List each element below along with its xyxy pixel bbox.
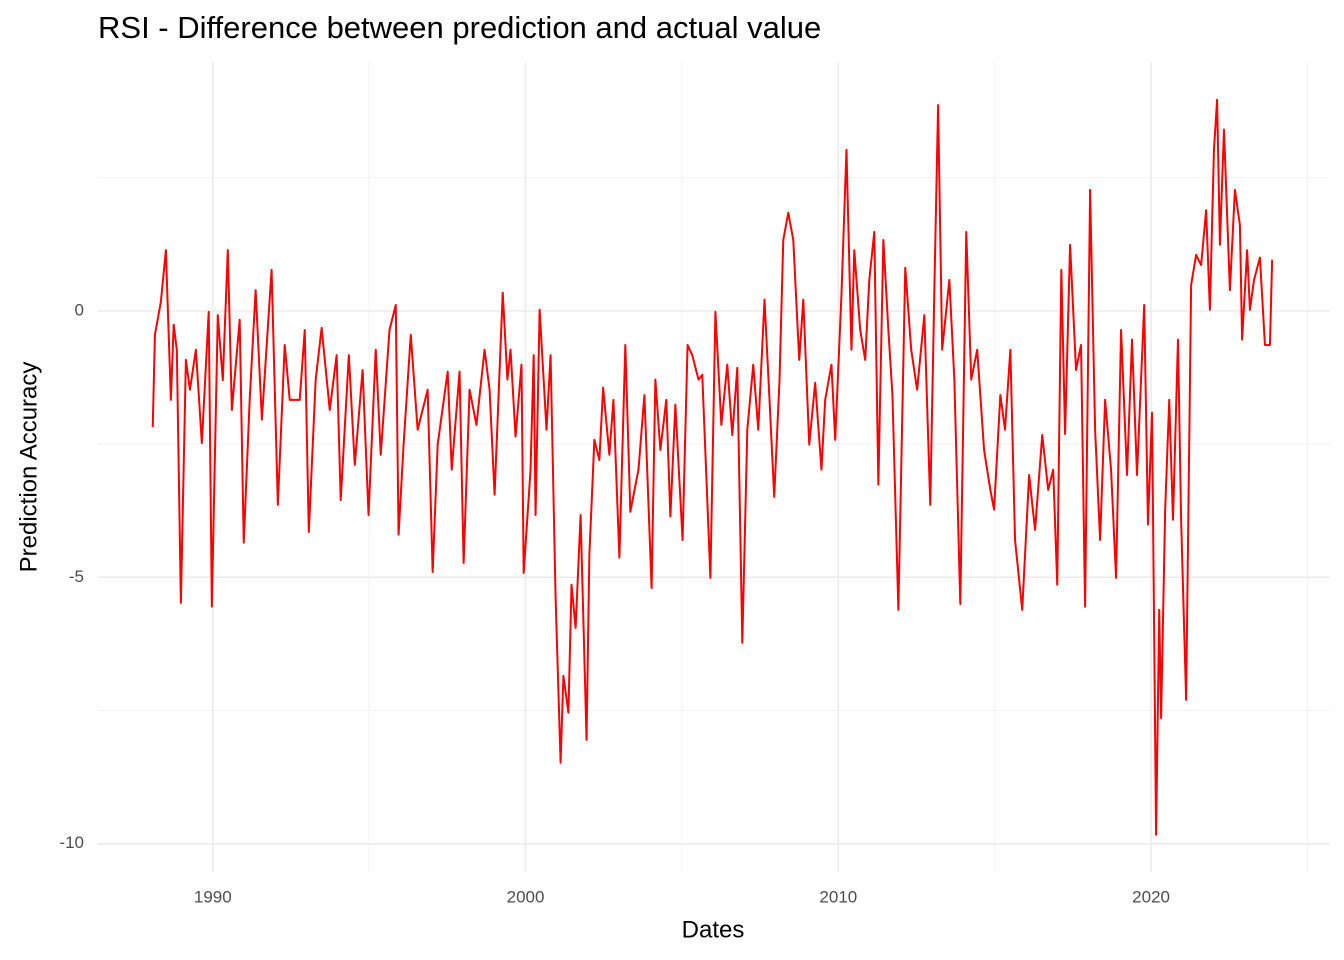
grid — [98, 62, 1330, 872]
x-tick-label: 2020 — [1132, 887, 1170, 906]
x-axis-title: Dates — [682, 916, 745, 943]
y-axis-title: Prediction Accuracy — [15, 362, 42, 573]
y-tick-label: 0 — [75, 300, 84, 319]
data-line — [151, 98, 1274, 836]
x-tick-label: 2000 — [507, 887, 545, 906]
x-tick-label: 2010 — [819, 887, 857, 906]
y-tick-label: -10 — [59, 833, 84, 852]
x-tick-label: 1990 — [194, 887, 232, 906]
plot — [151, 98, 1274, 836]
chart-title: RSI - Difference between prediction and … — [98, 10, 821, 45]
y-tick-label: -5 — [69, 567, 84, 586]
